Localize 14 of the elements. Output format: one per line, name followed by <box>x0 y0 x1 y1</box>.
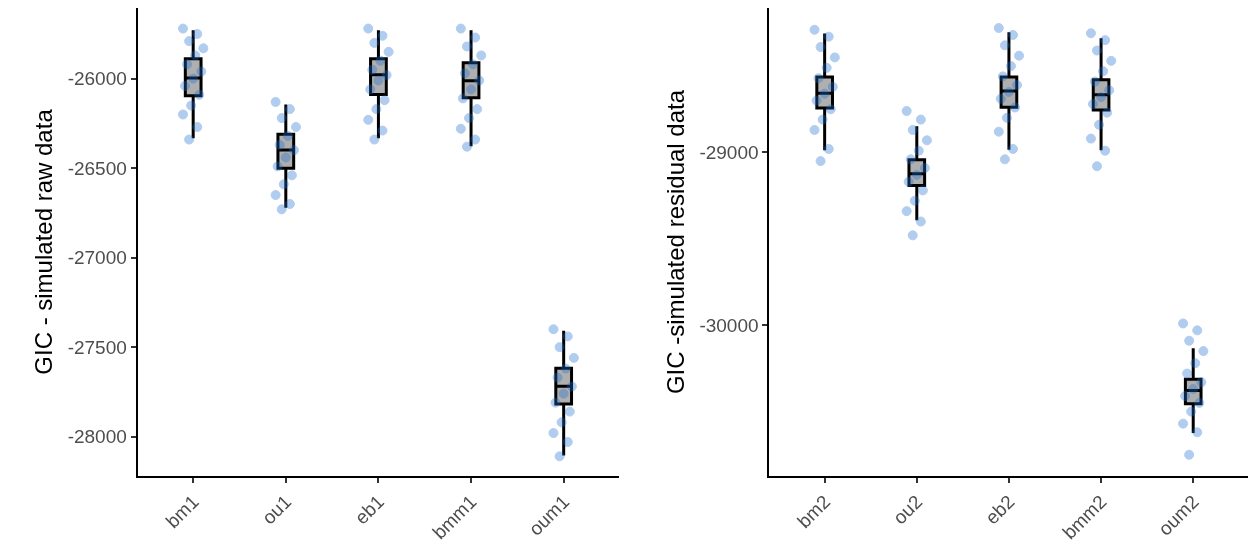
y-axis-title: GIC - simulated raw data <box>30 108 58 375</box>
y-tick-label: -29000 <box>699 142 759 164</box>
x-tick-label: eb1 <box>350 491 388 529</box>
x-tick-label: bm1 <box>161 491 203 532</box>
x-tick-label: eb2 <box>981 491 1019 529</box>
y-tick-label: -28000 <box>67 426 127 448</box>
y-axis-title: GIC -simulated residual data <box>661 89 689 395</box>
x-tick-label: ou2 <box>889 491 927 529</box>
x-tick-label: ou1 <box>258 491 296 529</box>
y-tick-label: -27000 <box>67 247 127 269</box>
y-tick-label: -26000 <box>67 68 127 90</box>
y-tick-label: -30000 <box>699 314 759 336</box>
y-tick-label: -26500 <box>67 157 127 179</box>
y-tick-label: -27500 <box>67 336 127 358</box>
